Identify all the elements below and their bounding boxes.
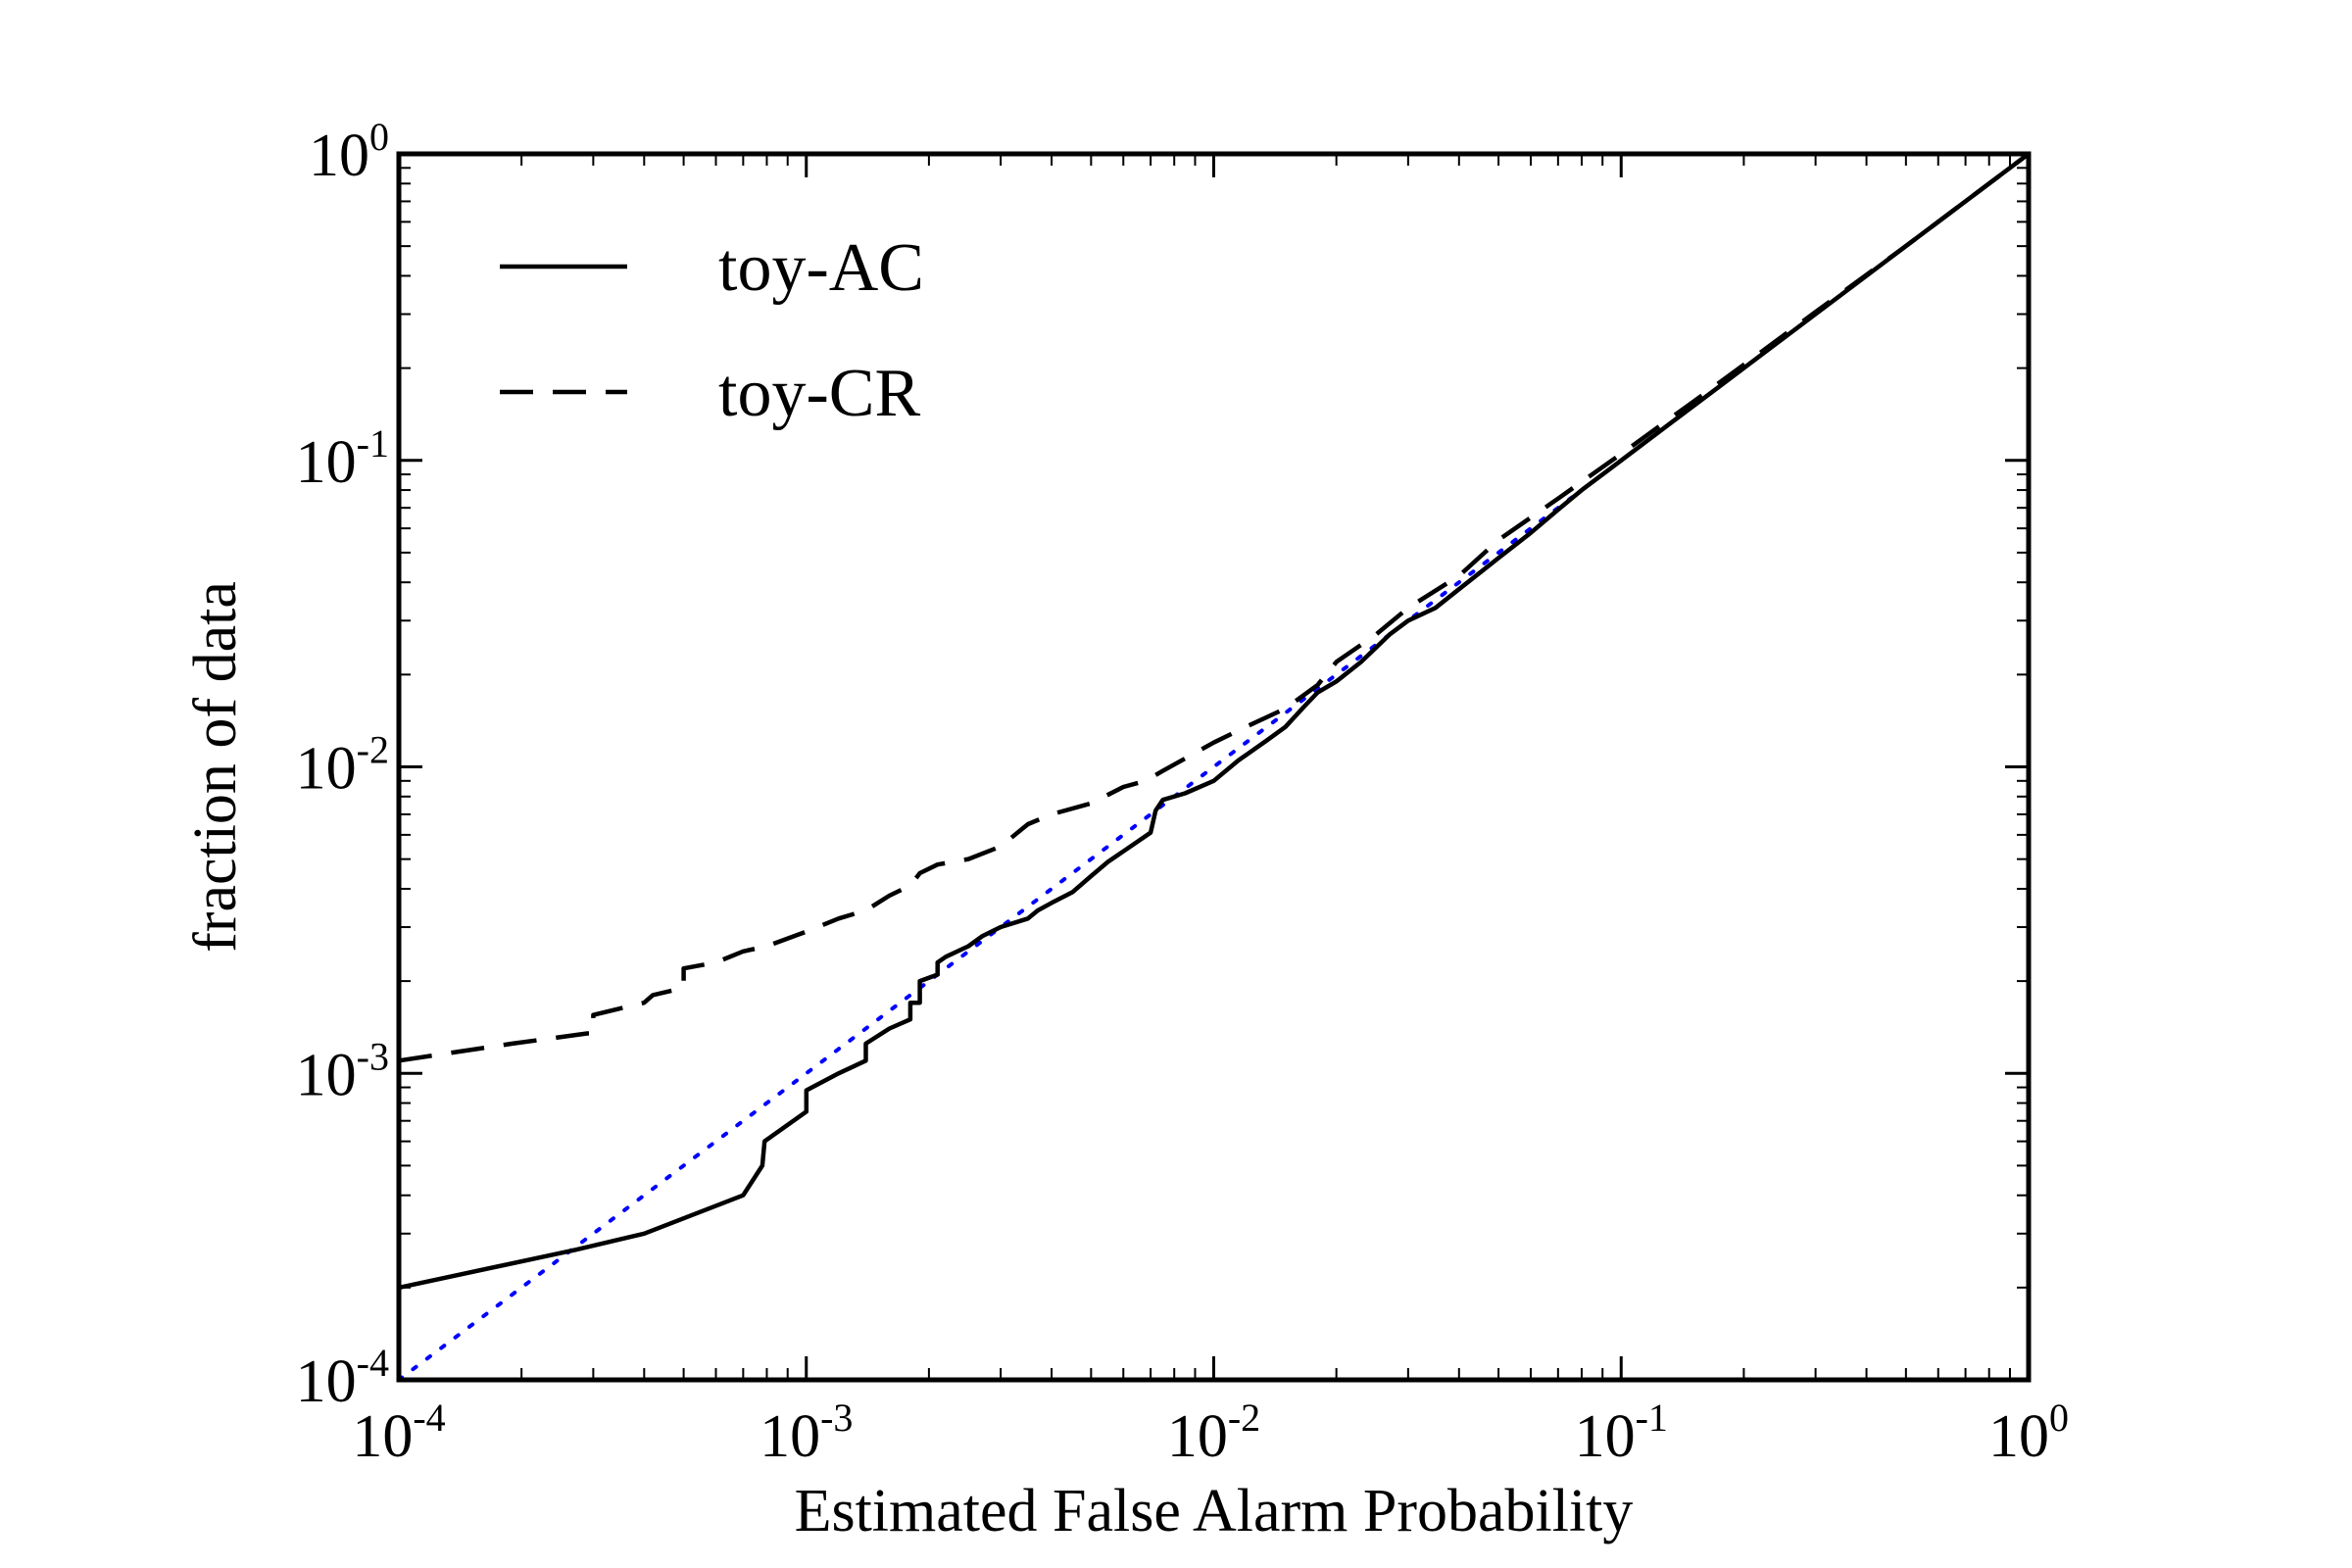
- y-tick-label: 10-4: [296, 1341, 389, 1415]
- y-axis-title: fraction of data: [182, 581, 249, 953]
- y-tick-label: 100: [309, 115, 389, 189]
- legend-label: toy-AC: [718, 230, 924, 306]
- y-tick-label: 10-1: [296, 421, 389, 496]
- y-ticks: 10-4 10-3 10-2 10-1 100: [296, 115, 2029, 1415]
- series-line-reference: [397, 152, 2031, 1382]
- x-tick-label: 10-1: [1575, 1396, 1668, 1470]
- series-lines: [397, 152, 2031, 1382]
- x-tick-label: 100: [1988, 1396, 2069, 1470]
- y-tick-label: 10-2: [296, 728, 389, 803]
- series-line-toy-ac: [398, 152, 2031, 1291]
- x-axis-title: Estimated False Alarm Probability: [795, 1478, 1634, 1544]
- legend: toy-AC toy-CR: [500, 230, 924, 431]
- x-tick-label: 10-2: [1167, 1396, 1260, 1470]
- legend-label: toy-CR: [718, 356, 920, 431]
- series-line-toy-cr: [398, 152, 2031, 1063]
- x-tick-label: 10-3: [760, 1396, 853, 1470]
- x-ticks: 10-4 10-3 10-2 10-1 100: [352, 154, 2069, 1470]
- x-tick-label: 10-4: [352, 1396, 445, 1470]
- y-tick-label: 10-3: [296, 1034, 389, 1108]
